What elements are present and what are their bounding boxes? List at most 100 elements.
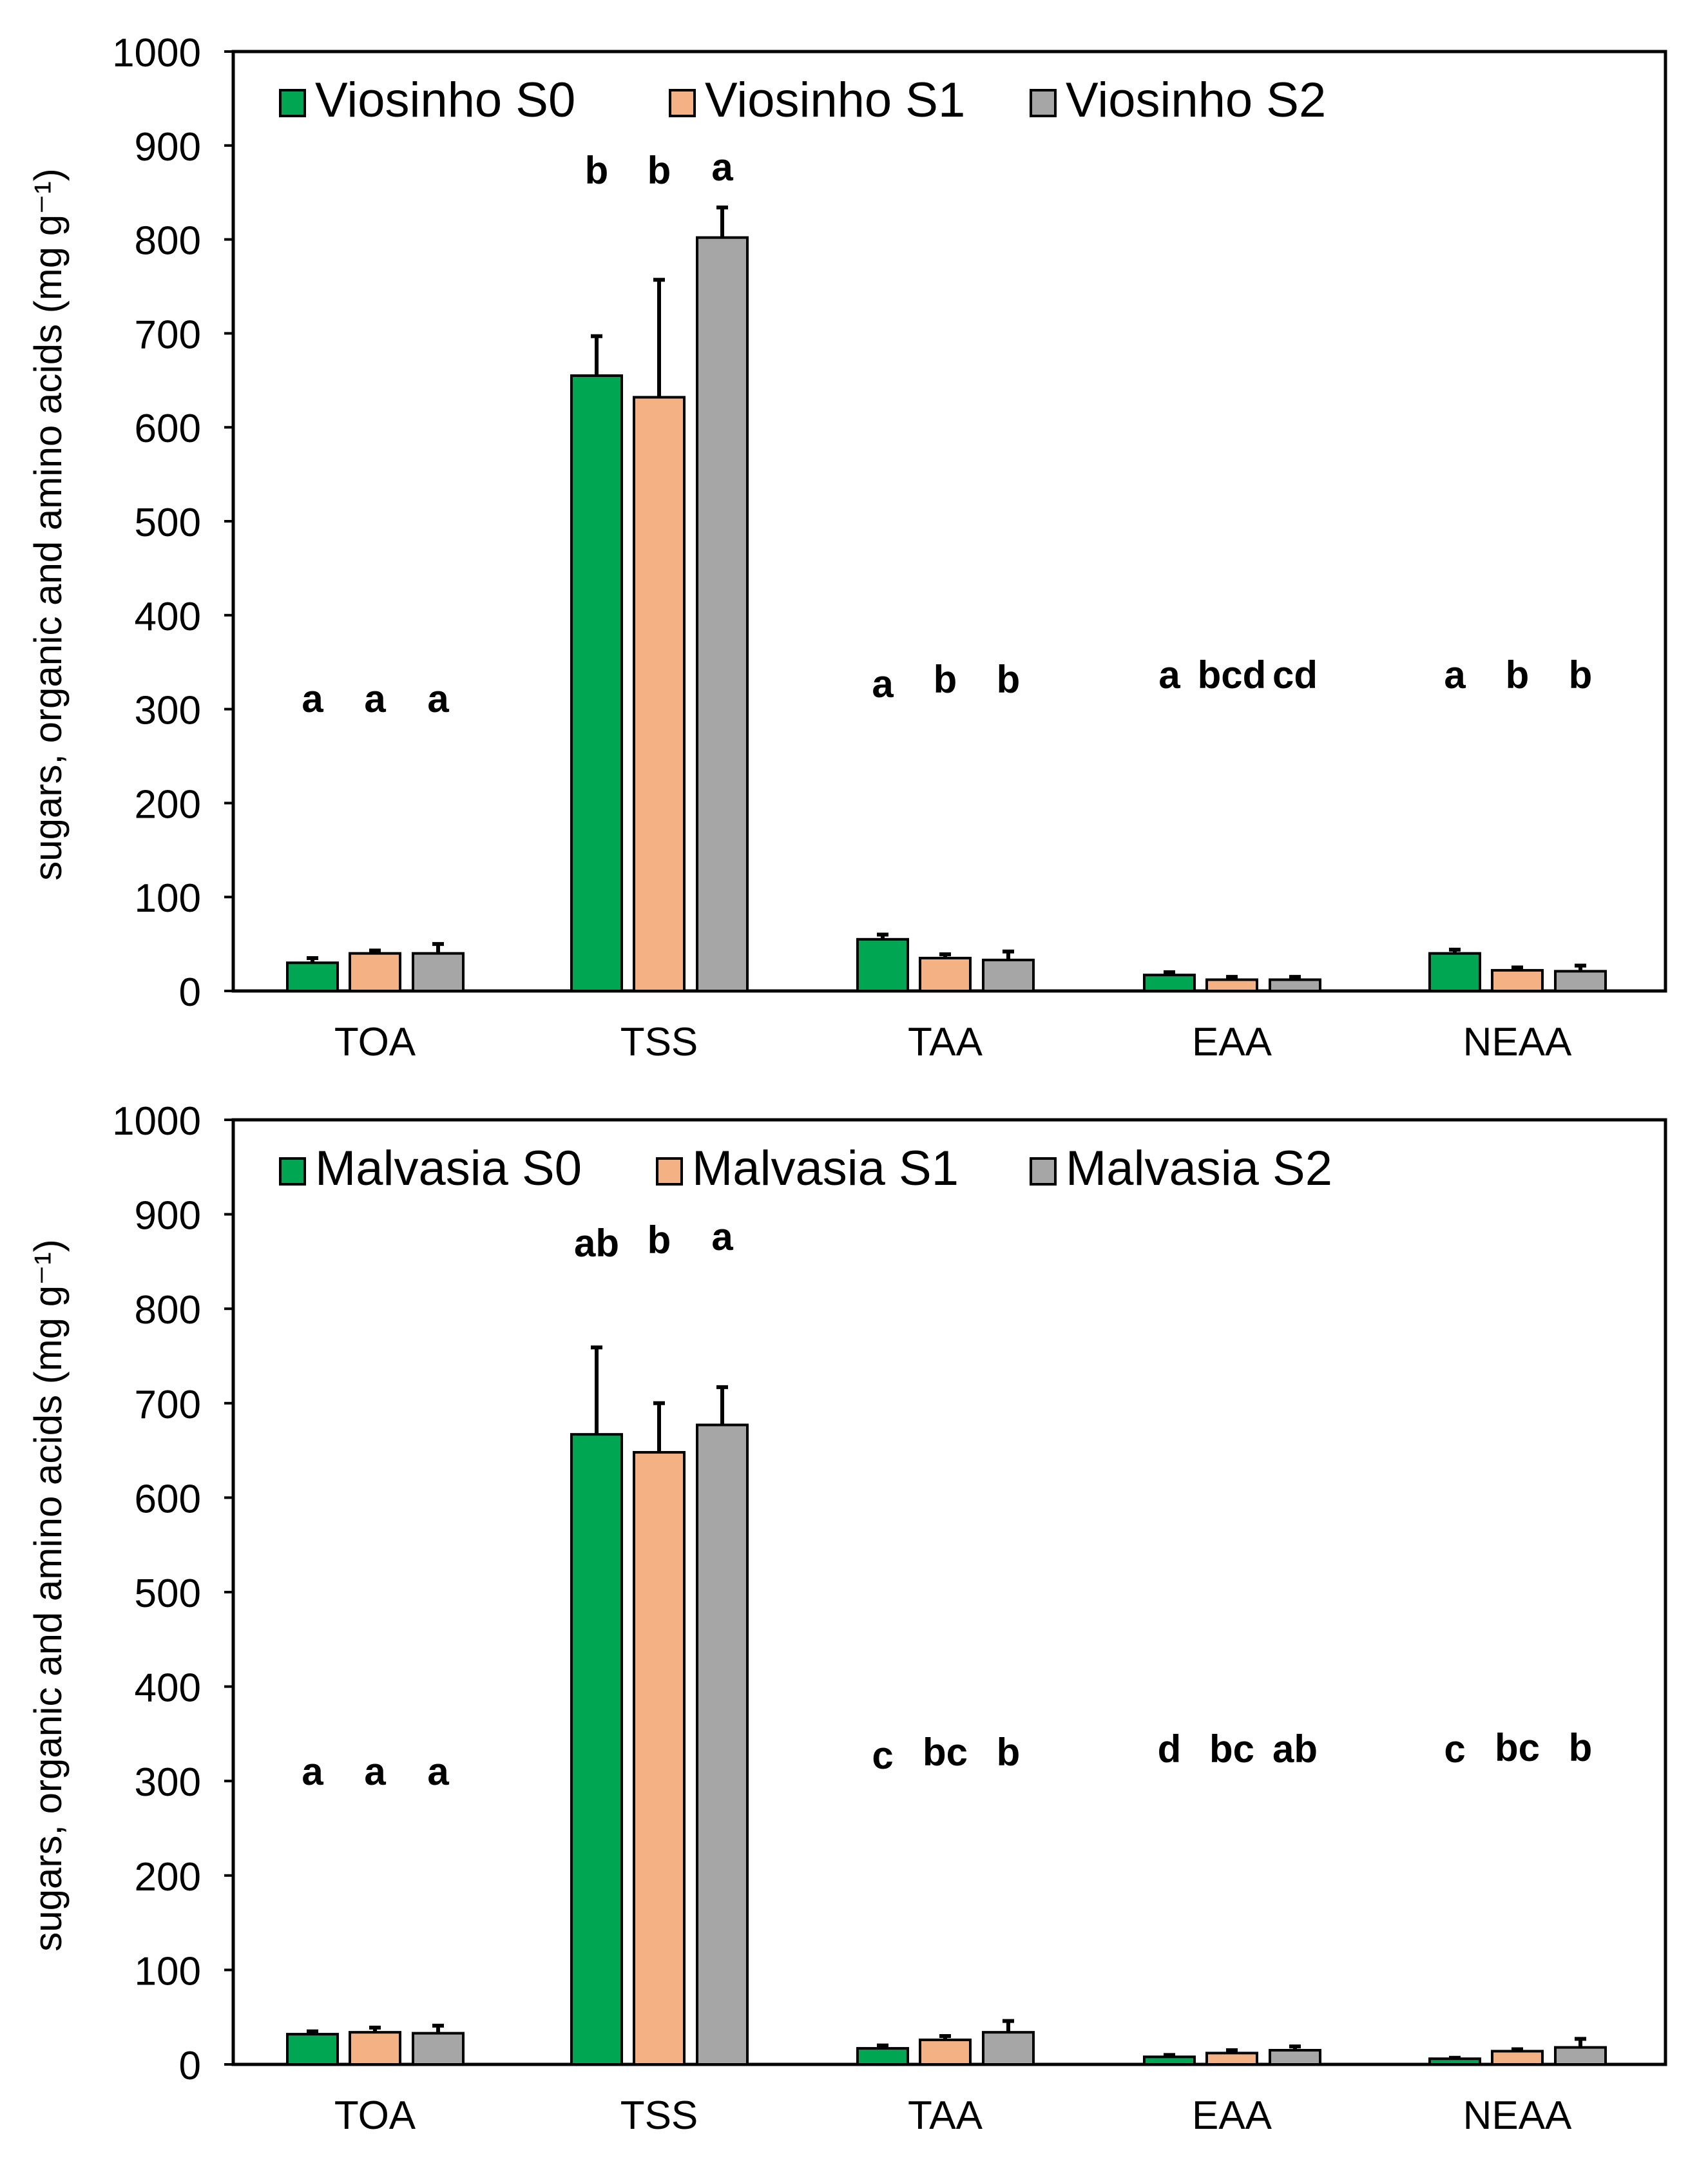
legend-swatch (279, 1157, 306, 1186)
y-tick-label: 800 (135, 1288, 201, 1332)
x-tick-label: TSS (620, 1020, 698, 1064)
legend-label: Viosinho S1 (705, 73, 965, 128)
significance-letter: b (934, 658, 957, 701)
bar (1205, 2052, 1258, 2066)
bar (570, 1433, 623, 2066)
y-tick-label: 400 (135, 595, 201, 639)
significance-letter: a (427, 1750, 449, 1793)
bar (1205, 978, 1258, 993)
bar (1143, 974, 1196, 992)
y-tick-label: 900 (135, 125, 201, 169)
bar (349, 952, 401, 993)
y-tick-label: 200 (135, 782, 201, 827)
legend-label: Viosinho S0 (315, 73, 575, 128)
y-axis-title: sugars, organic and amino acids (mg g⁻¹) (26, 168, 70, 881)
y-tick-label: 600 (135, 407, 201, 451)
bar (1269, 2049, 1321, 2066)
significance-letter: cd (1272, 653, 1318, 697)
y-tick-label: 0 (179, 970, 201, 1015)
significance-letter: bcd (1198, 653, 1267, 697)
y-tick-label: 600 (135, 1477, 201, 1521)
significance-letter: a (302, 677, 323, 720)
bar (412, 2032, 465, 2066)
x-tick-label: TAA (908, 1020, 983, 1064)
legend-swatch (656, 1157, 683, 1186)
panel-malvasia: 0 100 200 300 400 500 600 700 800 900 1000 sugars, … (26, 1099, 1667, 2138)
bar (570, 374, 623, 992)
x-tick-label: NEAA (1463, 1020, 1572, 1064)
significance-letter: a (872, 662, 894, 706)
legend-swatch (279, 89, 306, 117)
legend-label: Malvasia S0 (315, 1141, 582, 1196)
legend-label: Malvasia S1 (692, 1141, 959, 1196)
bar (633, 1451, 686, 2066)
x-tick-label: TOA (334, 1020, 416, 1064)
x-tick-label: TAA (908, 2093, 983, 2138)
x-tick-label: TOA (334, 2093, 416, 2138)
plot-frame (231, 1118, 1667, 2066)
plot-frame (231, 50, 1667, 993)
y-tick-label: 400 (135, 1666, 201, 1711)
bar (349, 2031, 401, 2066)
y-tick-label: 500 (135, 501, 201, 545)
y-tick-label: 500 (135, 1571, 201, 1616)
bar (982, 958, 1035, 992)
y-tick-label: 100 (135, 876, 201, 921)
legend-label: Malvasia S2 (1066, 1141, 1332, 1196)
x-tick-label: EAA (1192, 2093, 1272, 2138)
bar (1143, 2055, 1196, 2066)
significance-letter: c (1444, 1727, 1465, 1771)
legend-swatch (1030, 89, 1057, 117)
bar (982, 2031, 1035, 2066)
y-tick-label: 0 (179, 2044, 201, 2088)
bar (919, 2038, 972, 2066)
significance-letter: bc (1495, 1726, 1540, 1769)
significance-letter: c (872, 1734, 893, 1777)
significance-letter: b (997, 1731, 1021, 1774)
significance-letter: b (648, 1218, 671, 1262)
y-tick-label: 700 (135, 312, 201, 357)
bar (856, 2047, 909, 2066)
bar (856, 937, 909, 993)
bar (633, 396, 686, 992)
bar (1269, 978, 1321, 993)
significance-letter: a (364, 1750, 386, 1793)
y-tick-label: 900 (135, 1194, 201, 1238)
bar (696, 1423, 749, 2066)
bar (1554, 970, 1607, 992)
significance-letter: a (427, 677, 449, 720)
significance-letter: b (585, 149, 609, 192)
y-tick-label: 1000 (112, 31, 201, 75)
y-tick-label: 200 (135, 1855, 201, 1899)
y-tick-label: 1000 (112, 1099, 201, 1144)
significance-letter: a (711, 1215, 733, 1258)
bar (286, 961, 339, 993)
significance-letter: b (1569, 1726, 1593, 1769)
bar (696, 236, 749, 993)
significance-letter: a (364, 677, 386, 720)
x-tick-label: TSS (620, 2093, 698, 2138)
y-tick-label: 300 (135, 689, 201, 733)
legend-label: Viosinho S2 (1066, 73, 1326, 128)
legend-swatch (669, 89, 696, 117)
significance-letter: ab (1272, 1727, 1318, 1771)
significance-letter: a (302, 1750, 323, 1793)
bar (919, 956, 972, 992)
x-tick-label: EAA (1192, 1020, 1272, 1064)
bar (1428, 952, 1481, 993)
bar (286, 2033, 339, 2066)
significance-letter: bc (1209, 1727, 1254, 1771)
y-tick-label: 700 (135, 1383, 201, 1427)
panel-viosinho: 0 100 200 300 400 500 600 700 800 900 1000 sugars, … (26, 31, 1667, 1064)
legend-swatch (1030, 1157, 1057, 1186)
bar (1491, 968, 1544, 992)
y-tick-label: 100 (135, 1949, 201, 1994)
x-tick-label: NEAA (1463, 2093, 1572, 2138)
bar (412, 952, 465, 993)
significance-letter: b (648, 149, 671, 192)
y-axis-title: sugars, organic and amino acids (mg g⁻¹) (26, 1239, 70, 1952)
significance-letter: b (1569, 653, 1593, 697)
significance-letter: bc (923, 1731, 968, 1774)
y-tick-label: 800 (135, 219, 201, 264)
